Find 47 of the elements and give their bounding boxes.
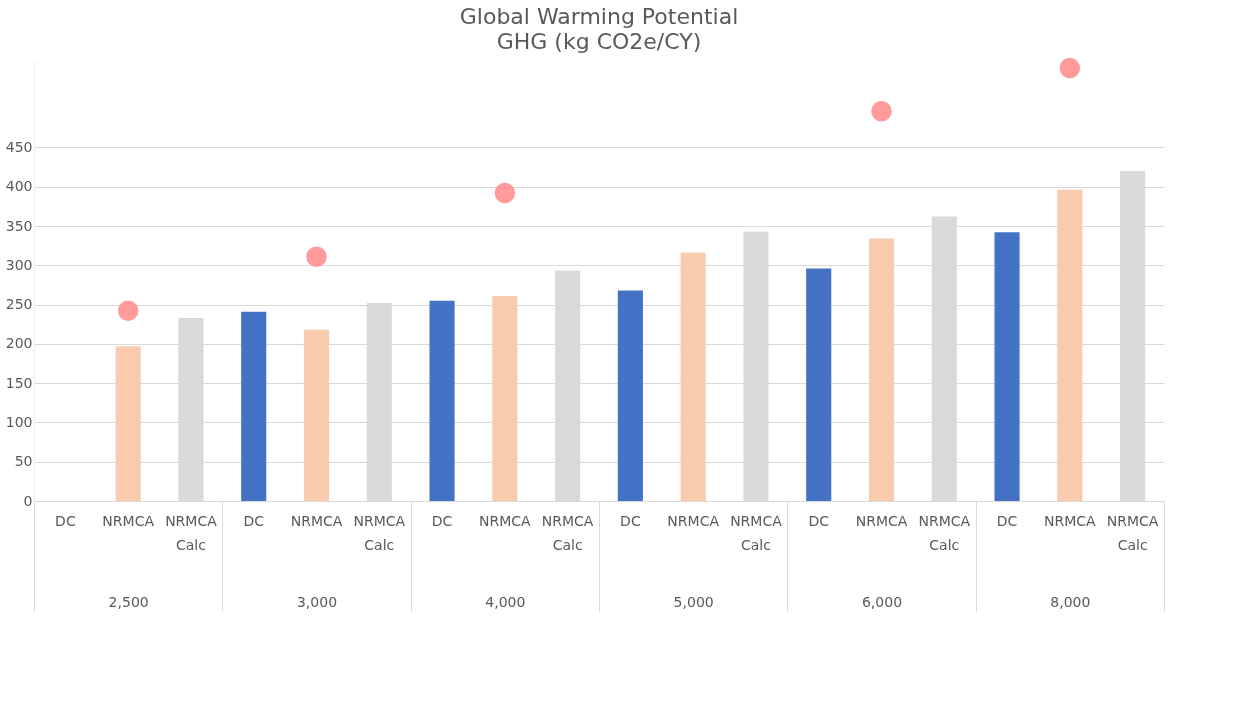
text: DC: [55, 513, 76, 529]
y-tick-label: 0: [23, 492, 33, 509]
x-tick-label: 4,000: [485, 593, 526, 610]
y-tick-label: 350: [5, 217, 33, 234]
text: NRMCA Calc: [918, 513, 971, 553]
bar: [868, 238, 895, 501]
text: NRMCA Calc: [730, 513, 782, 553]
text: NRMCA: [1044, 513, 1096, 529]
x-tick-label: 2,500: [108, 593, 149, 610]
text: NRMCA: [102, 513, 154, 529]
text: DC: [620, 513, 641, 529]
y-tick-label: 200: [5, 335, 33, 352]
bar: [806, 268, 832, 501]
bar: [492, 295, 518, 501]
chart-subtitle: GHG (kg CO2e/CY): [496, 28, 702, 54]
bar: [241, 311, 267, 501]
x-tick-label: 3,000: [296, 593, 338, 610]
text: NRMCA Calc: [1106, 513, 1159, 553]
text: DC: [431, 513, 453, 529]
text: NRMCA: [855, 513, 908, 529]
y-tick-label: 100: [5, 413, 33, 430]
text: NRMCA: [479, 513, 531, 529]
x-tick-label: 8,000: [1050, 593, 1091, 610]
bar: [680, 252, 706, 501]
x-tick-label: 6,000: [861, 593, 903, 610]
series-label: DC: [243, 513, 265, 529]
text: NRMCA Calc: [541, 513, 594, 553]
text: NRMCA: [667, 513, 719, 529]
y-tick-label: 150: [5, 374, 33, 391]
y-tick-label: 300: [5, 256, 33, 273]
x-tick-label: 5,000: [673, 593, 714, 610]
chart-title: Global Warming Potential: [459, 3, 739, 29]
y-tick-label: 400: [5, 178, 33, 195]
bar: [429, 300, 455, 501]
bar: [115, 346, 141, 501]
series-label: NRMCA Calc: [165, 513, 218, 553]
series-label: NRMCA: [290, 513, 343, 529]
text: DC: [808, 513, 829, 529]
text: NRMCA Calc: [353, 513, 406, 553]
bar: [617, 290, 643, 501]
y-tick-label: 450: [5, 138, 33, 155]
bar: [303, 329, 330, 501]
y-tick-label: 50: [14, 453, 33, 470]
bar: [994, 232, 1020, 501]
text: DC: [996, 513, 1018, 529]
y-tick-label: 250: [5, 296, 33, 313]
bar: [1057, 189, 1083, 501]
